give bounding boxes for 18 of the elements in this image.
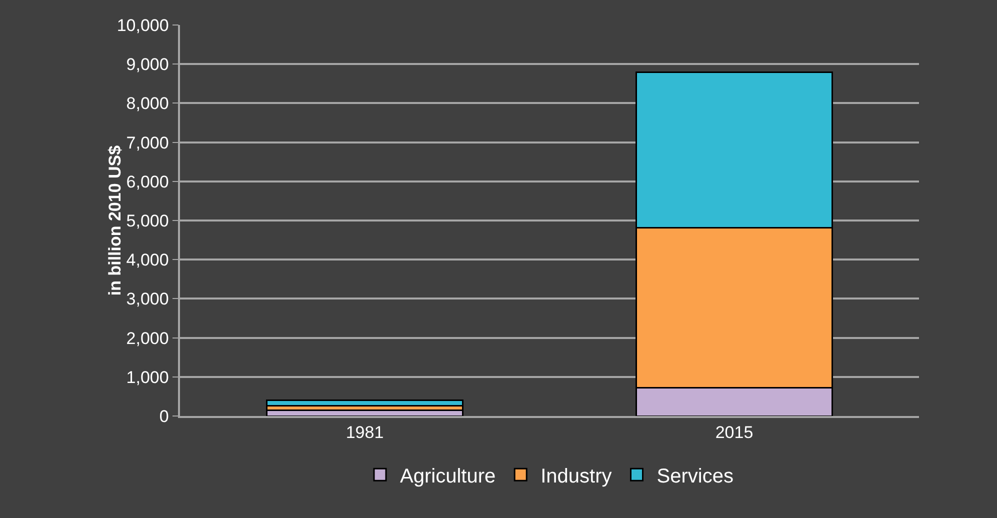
y-tick-label: 5,000 (126, 211, 169, 230)
y-tick-label: 3,000 (126, 290, 169, 309)
y-tick-label: 1,000 (126, 368, 169, 387)
y-tick-label: 7,000 (126, 133, 169, 152)
y-tick-label: 6,000 (126, 172, 169, 192)
y-tick-label: 4,000 (126, 250, 169, 270)
y-tick-label: 9,000 (126, 55, 169, 74)
x-tick-label: 1981 (346, 423, 384, 442)
x-tick-label: 2015 (715, 423, 754, 442)
legend-label: Services (656, 465, 734, 488)
y-tick-label: 10,000 (116, 16, 169, 35)
y-axis-title: in billion 2010 US$ (105, 144, 124, 296)
legend-label: Agriculture (400, 465, 496, 488)
bar (266, 400, 464, 407)
y-tick-label: 2,000 (126, 328, 169, 348)
legend-label: Industry (540, 465, 612, 488)
y-tick-label: 8,000 (126, 94, 169, 114)
y-tick-label: 0 (159, 406, 169, 426)
